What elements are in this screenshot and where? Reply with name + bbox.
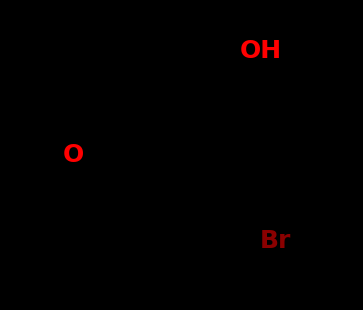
Text: O: O [63, 143, 84, 167]
Text: OH: OH [240, 38, 282, 63]
Text: Br: Br [260, 229, 291, 253]
